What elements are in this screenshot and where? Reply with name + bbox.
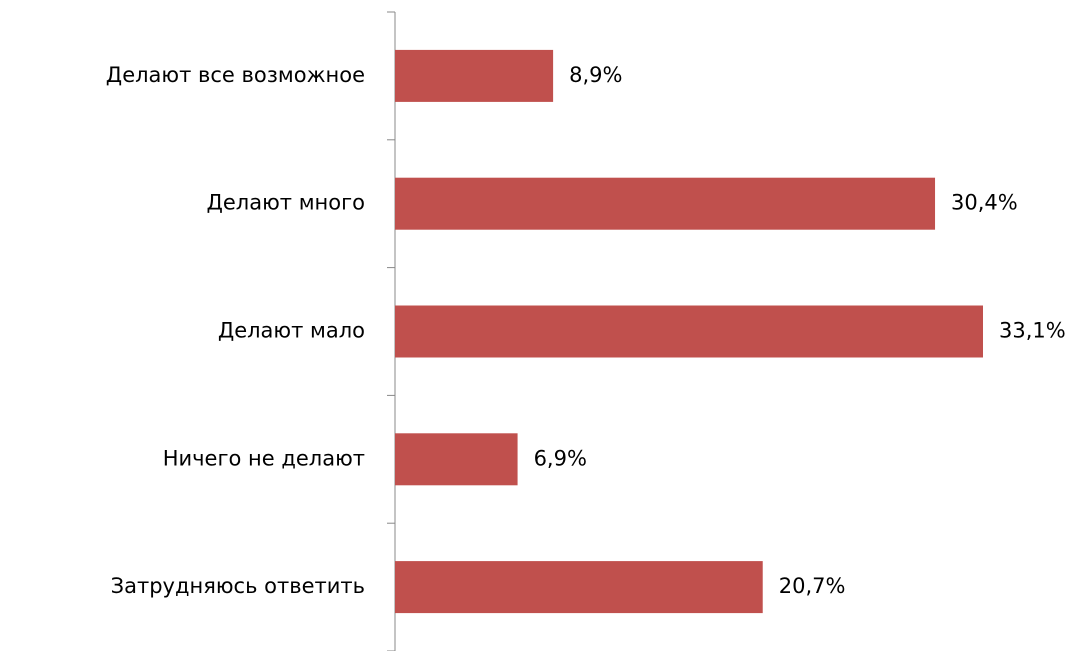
category-label: Делают много [206,191,365,215]
category-label: Затрудняюсь ответить [111,574,365,598]
category-label: Ничего не делают [163,446,365,470]
category-label: Делают все возможное [106,63,365,87]
data-label: 20,7% [779,574,846,598]
bar [395,433,518,486]
data-label: 8,9% [569,63,622,87]
data-label: 33,1% [999,319,1066,343]
data-label: 6,9% [534,446,587,470]
bar [395,177,936,230]
bar [395,561,763,614]
bar [395,49,554,102]
bar [395,305,983,358]
category-label: Делают мало [218,319,365,343]
data-label: 30,4% [951,191,1018,215]
